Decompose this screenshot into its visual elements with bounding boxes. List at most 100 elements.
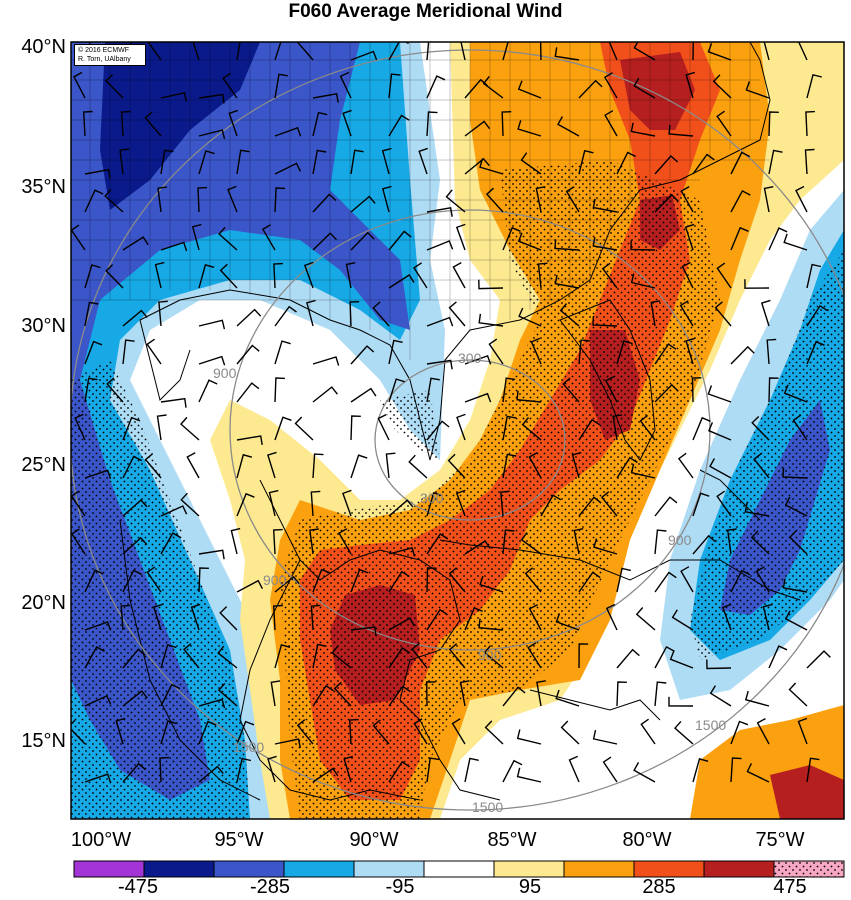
wind-barb (483, 645, 504, 669)
wind-barb (388, 339, 403, 365)
wind-barb (484, 720, 504, 745)
wind-barb (502, 453, 517, 479)
wind-barb (157, 186, 168, 213)
wind-barb (464, 606, 483, 631)
wind-barb (84, 377, 98, 403)
wind-barb (312, 643, 327, 669)
wind-barb (730, 151, 751, 175)
wind-barb (668, 696, 694, 707)
wind-barb (377, 413, 390, 441)
wind-barb (236, 579, 264, 593)
wind-barb (228, 109, 239, 137)
wind-barb (217, 682, 238, 707)
wind-barb (426, 111, 438, 137)
wind-barb (464, 355, 492, 365)
wind-barb (84, 301, 99, 327)
wind-barb (160, 532, 181, 555)
credit-line: © 2016 ECMWF (78, 47, 130, 54)
wind-barb (120, 110, 131, 137)
wind-barb (413, 262, 428, 289)
colorbar-swatch (703, 860, 775, 878)
wind-barb (158, 300, 168, 327)
wind-barb (756, 717, 770, 745)
colorbar-swatch (213, 860, 285, 878)
wind-barb (339, 71, 352, 99)
colorbar-label: -475 (117, 876, 159, 898)
wind-barb (270, 680, 281, 707)
wind-barb (528, 603, 542, 631)
colorbar-swatch (283, 860, 355, 878)
credit-box: © 2016 ECMWF R. Torn, UAlbany (74, 44, 146, 66)
wind-barb (485, 187, 504, 213)
wind-barb (426, 567, 437, 593)
wind-barb (730, 569, 751, 593)
wind-barb (236, 149, 250, 175)
wind-barb (592, 729, 618, 745)
wind-barb (144, 453, 162, 479)
wind-barb (385, 452, 396, 479)
wind-barb (630, 273, 656, 289)
wind-barb (219, 263, 238, 289)
wind-barb (122, 499, 148, 517)
contour-label: 900 (668, 532, 692, 548)
wind-barb (388, 647, 411, 669)
wind-barb (578, 418, 601, 441)
wind-barb (674, 720, 694, 745)
wind-barb (348, 718, 359, 745)
wind-barb (806, 263, 822, 289)
wind-barb (122, 690, 148, 707)
wind-barb (527, 642, 542, 669)
wind-barb (160, 91, 188, 102)
wind-barb (692, 416, 711, 441)
lat-label: 15°N (21, 730, 66, 752)
wind-barb (147, 42, 162, 61)
lat-label: 35°N (21, 176, 66, 198)
wind-barb (707, 43, 732, 61)
wind-barb (604, 110, 618, 137)
wind-barb (303, 261, 314, 289)
wind-barb (388, 617, 415, 631)
wind-barb (345, 262, 356, 289)
wind-barb (274, 73, 288, 99)
wind-barb (418, 147, 428, 175)
wind-barb (310, 490, 321, 517)
wind-barb (272, 604, 283, 631)
colorbar-swatch-stipple (774, 861, 844, 877)
wind-barb (573, 528, 584, 555)
wind-barb (312, 568, 331, 593)
wind-barb (186, 452, 200, 479)
wind-barb (797, 717, 808, 745)
wind-barb (426, 316, 454, 327)
wind-barb (84, 189, 104, 213)
wind-barb (84, 469, 112, 480)
map-frame (70, 41, 845, 820)
wind-barb (654, 155, 679, 175)
wind-barb (518, 307, 542, 327)
wind-barb (782, 578, 808, 593)
wind-barb (783, 233, 808, 251)
wind-barb (84, 773, 112, 783)
wind-barb (730, 720, 749, 745)
wind-barb (520, 532, 542, 555)
wind-barb (600, 491, 618, 517)
lon-label: 85°W (487, 829, 537, 851)
wind-barb (455, 489, 466, 517)
wind-barb (479, 158, 504, 175)
wind-barb (160, 149, 174, 175)
wind-barb (448, 567, 466, 593)
wind-barb (554, 274, 580, 289)
wind-barb (388, 685, 411, 707)
wind-barb (578, 149, 594, 175)
wind-barb (198, 319, 226, 330)
wind-barb (236, 757, 252, 783)
wind-barb (806, 650, 831, 669)
wind-barb (267, 755, 277, 783)
wind-barb (84, 168, 111, 179)
wind-barb (230, 527, 241, 555)
wind-barb (668, 124, 694, 137)
wind-barb (478, 279, 504, 290)
wind-barb (601, 262, 618, 289)
wind-barb (342, 489, 352, 517)
wind-barb (753, 453, 770, 479)
